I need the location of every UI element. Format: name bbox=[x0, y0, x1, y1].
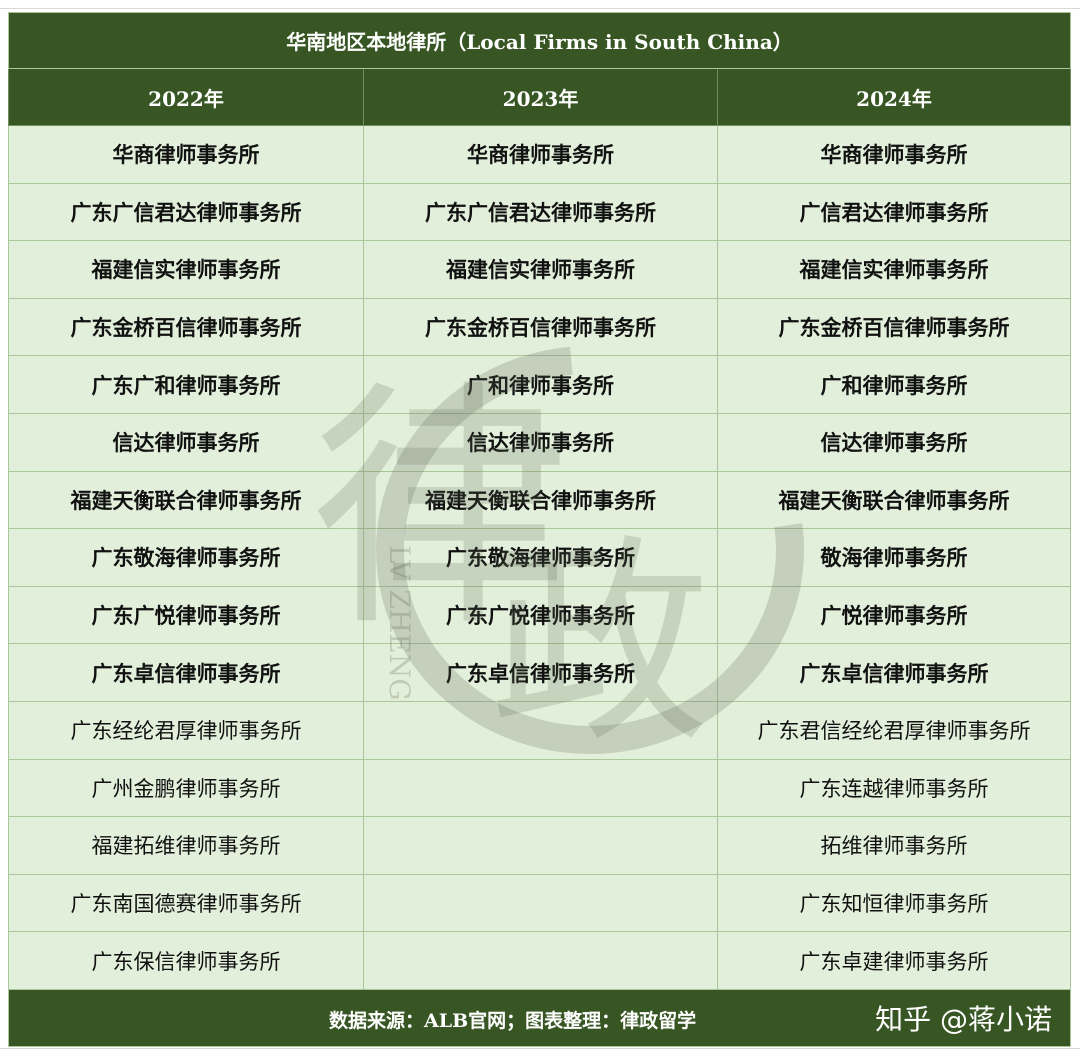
table-row: 福建拓维律师事务所 拓维律师事务所 bbox=[8, 816, 1072, 875]
firm-cell-2023: 福建信实律师事务所 bbox=[363, 240, 718, 299]
firm-cell-2023 bbox=[363, 931, 718, 990]
table-row: 广东广和律师事务所 广和律师事务所 广和律师事务所 bbox=[8, 355, 1072, 414]
table-row: 福建天衡联合律师事务所 福建天衡联合律师事务所 福建天衡联合律师事务所 bbox=[8, 470, 1072, 530]
firm-cell-2023 bbox=[363, 758, 718, 818]
table-row: 广东经纶君厚律师事务所 广东君信经纶君厚律师事务所 bbox=[8, 700, 1072, 760]
firm-cell-2024: 福建信实律师事务所 bbox=[716, 240, 1072, 299]
firm-cell-2024: 广和律师事务所 bbox=[716, 355, 1072, 414]
firm-cell-2024: 信达律师事务所 bbox=[716, 412, 1072, 472]
firm-cell-2022: 广东敬海律师事务所 bbox=[8, 528, 364, 587]
firm-cell-2022: 信达律师事务所 bbox=[8, 412, 364, 472]
column-header-2022: 2022年 bbox=[8, 68, 364, 126]
table-title: 华南地区本地律所（Local Firms in South China） bbox=[7, 12, 1072, 69]
firm-cell-2023 bbox=[363, 873, 718, 933]
firm-cell-2023: 华商律师事务所 bbox=[363, 125, 718, 184]
firm-cell-2023 bbox=[363, 816, 718, 875]
firm-cell-2024: 广东知恒律师事务所 bbox=[716, 873, 1072, 933]
firm-cell-2022: 广东广和律师事务所 bbox=[8, 355, 364, 414]
watermark-user: 知乎 @蒋小诺 bbox=[875, 1002, 1053, 1036]
firm-cell-2022: 广东广悦律师事务所 bbox=[8, 585, 364, 645]
table-row: 华商律师事务所 华商律师事务所 华商律师事务所 bbox=[8, 125, 1072, 184]
firm-cell-2024: 拓维律师事务所 bbox=[716, 816, 1072, 875]
firm-cell-2022: 广东广信君达律师事务所 bbox=[8, 182, 364, 242]
firm-cell-2024: 广东君信经纶君厚律师事务所 bbox=[716, 700, 1072, 760]
firm-cell-2022: 广东金桥百信律师事务所 bbox=[8, 297, 364, 357]
firm-cell-2022: 福建天衡联合律师事务所 bbox=[8, 470, 364, 530]
firm-cell-2024: 广东金桥百信律师事务所 bbox=[716, 297, 1072, 357]
firm-cell-2023: 福建天衡联合律师事务所 bbox=[363, 470, 718, 530]
firms-table: 华南地区本地律所（Local Firms in South China） 202… bbox=[7, 12, 1072, 1047]
table-row: 广东敬海律师事务所 广东敬海律师事务所 敬海律师事务所 bbox=[8, 528, 1072, 587]
firm-cell-2024: 广东卓信律师事务所 bbox=[716, 643, 1072, 702]
firm-cell-2024: 广东卓建律师事务所 bbox=[716, 931, 1072, 990]
table-row: 广东广悦律师事务所 广东广悦律师事务所 广悦律师事务所 bbox=[8, 585, 1072, 645]
firm-cell-2022: 广东卓信律师事务所 bbox=[8, 643, 364, 702]
table-row: 广东保信律师事务所 广东卓建律师事务所 bbox=[8, 931, 1072, 990]
firm-cell-2024: 广悦律师事务所 bbox=[716, 585, 1072, 645]
firm-cell-2023: 广东广悦律师事务所 bbox=[363, 585, 718, 645]
footer: 数据来源：ALB官网；图表整理：律政留学 知乎 @蒋小诺 bbox=[7, 988, 1072, 1047]
source-note: 数据来源：ALB官网；图表整理：律政留学 bbox=[329, 1009, 697, 1032]
firm-cell-2023 bbox=[363, 700, 718, 760]
firm-cell-2024: 敬海律师事务所 bbox=[716, 528, 1072, 587]
firm-cell-2022: 广州金鹏律师事务所 bbox=[8, 758, 364, 818]
table-row: 福建信实律师事务所 福建信实律师事务所 福建信实律师事务所 bbox=[8, 240, 1072, 299]
column-header-2023: 2023年 bbox=[363, 68, 718, 126]
table-row: 广东广信君达律师事务所 广东广信君达律师事务所 广信君达律师事务所 bbox=[8, 182, 1072, 242]
table-row: 广东金桥百信律师事务所 广东金桥百信律师事务所 广东金桥百信律师事务所 bbox=[8, 297, 1072, 357]
firm-cell-2022: 福建信实律师事务所 bbox=[8, 240, 364, 299]
firm-cell-2022: 华商律师事务所 bbox=[8, 125, 364, 184]
firm-cell-2022: 广东经纶君厚律师事务所 bbox=[8, 700, 364, 760]
table-row: 信达律师事务所 信达律师事务所 信达律师事务所 bbox=[8, 412, 1072, 472]
table-row: 广东南国德赛律师事务所 广东知恒律师事务所 bbox=[8, 873, 1072, 933]
firm-cell-2022: 广东南国德赛律师事务所 bbox=[8, 873, 364, 933]
firm-cell-2023: 广东卓信律师事务所 bbox=[363, 643, 718, 702]
firm-cell-2024: 广东连越律师事务所 bbox=[716, 758, 1072, 818]
firm-cell-2023: 广东敬海律师事务所 bbox=[363, 528, 718, 587]
firm-cell-2023: 广和律师事务所 bbox=[363, 355, 718, 414]
firm-cell-2024: 广信君达律师事务所 bbox=[716, 182, 1072, 242]
firm-cell-2023: 信达律师事务所 bbox=[363, 412, 718, 472]
table-row: 广州金鹏律师事务所 广东连越律师事务所 bbox=[8, 758, 1072, 818]
column-header-2024: 2024年 bbox=[716, 68, 1072, 126]
firm-cell-2024: 华商律师事务所 bbox=[716, 125, 1072, 184]
firm-cell-2022: 福建拓维律师事务所 bbox=[8, 816, 364, 875]
firm-cell-2023: 广东金桥百信律师事务所 bbox=[363, 297, 718, 357]
firm-cell-2023: 广东广信君达律师事务所 bbox=[363, 182, 718, 242]
firm-cell-2024: 福建天衡联合律师事务所 bbox=[716, 470, 1072, 530]
table-row: 广东卓信律师事务所 广东卓信律师事务所 广东卓信律师事务所 bbox=[8, 643, 1072, 702]
firm-cell-2022: 广东保信律师事务所 bbox=[8, 931, 364, 990]
